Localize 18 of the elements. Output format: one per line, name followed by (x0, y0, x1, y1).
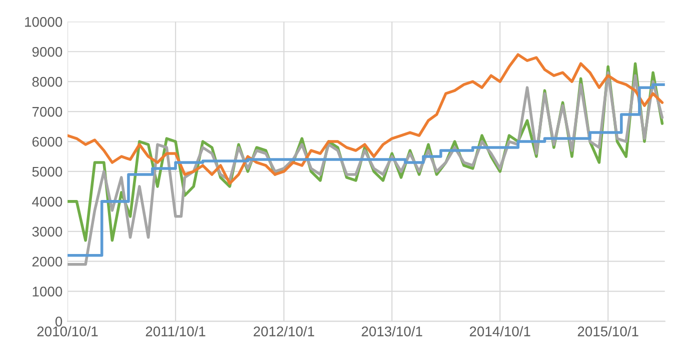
x-tick-label: 2010/10/1 (37, 326, 98, 336)
x-tick-label: 2014/10/1 (470, 326, 530, 336)
y-tick-label: 5000 (32, 166, 62, 177)
x-tick-label: 2013/10/1 (362, 326, 422, 336)
y-tick-label: 3000 (32, 226, 62, 237)
y-tick-label: 6000 (32, 136, 62, 147)
line-series (68, 53, 664, 185)
y-tick-label: 8000 (32, 76, 62, 87)
y-tick-label: 1000 (32, 286, 62, 296)
x-tick-label: 2011/10/1 (146, 326, 206, 336)
y-tick-label: 10000 (25, 16, 62, 27)
y-tick-label: 0 (55, 316, 62, 326)
x-tick-label: 2015/10/1 (578, 326, 638, 336)
y-tick-label: 2000 (32, 256, 62, 267)
y-tick-label: 7000 (32, 106, 62, 117)
x-tick-label: 2012/10/1 (254, 326, 314, 336)
y-tick-label: 4000 (32, 196, 62, 207)
y-tick-label: 9000 (32, 46, 62, 57)
